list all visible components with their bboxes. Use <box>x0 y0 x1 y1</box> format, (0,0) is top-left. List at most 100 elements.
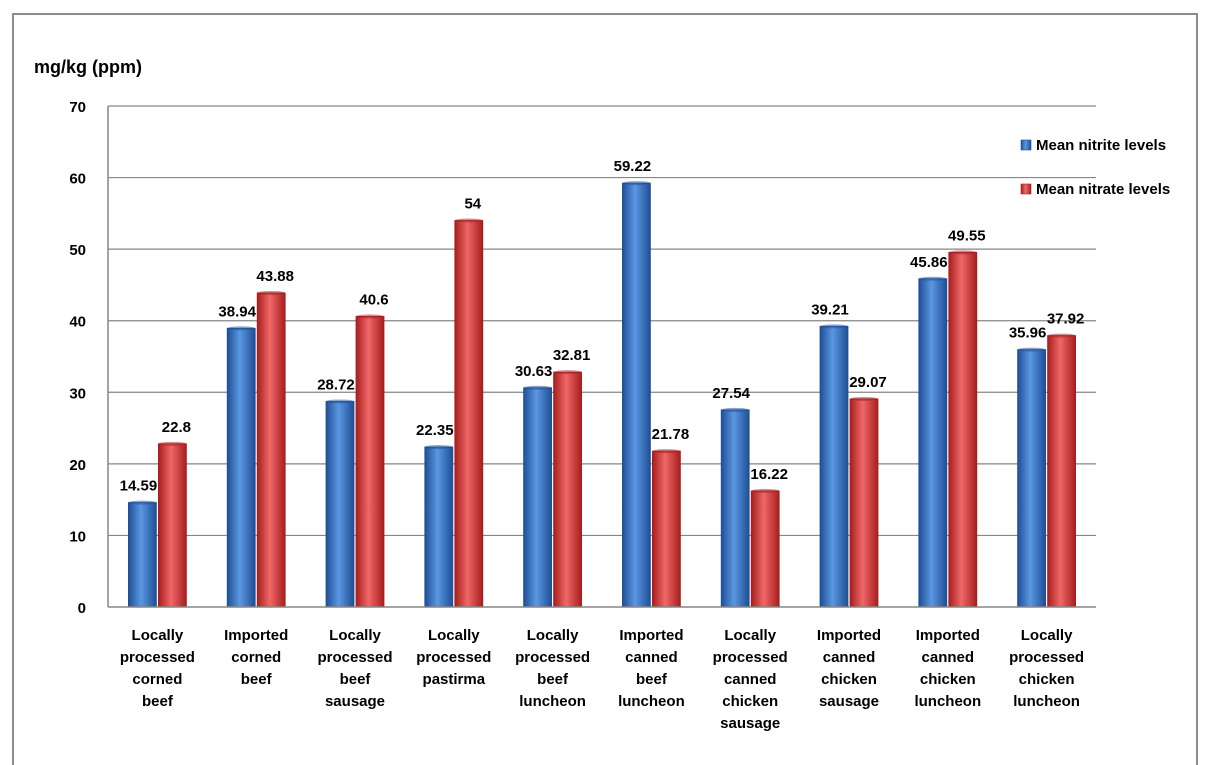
bar-nitrite <box>523 387 552 608</box>
data-label-nitrate: 21.78 <box>652 426 690 443</box>
bar-nitrate <box>355 316 385 608</box>
bar-nitrate <box>750 490 780 608</box>
data-label-nitrate: 40.6 <box>359 291 388 308</box>
bar-nitrate <box>1047 335 1076 608</box>
legend-item-nitrate: Mean nitrate levels <box>1020 181 1170 198</box>
x-axis-labels: Locally processed corned beef Imported corned… <box>120 627 1084 732</box>
bar-nitrate <box>256 292 286 608</box>
bar-cap-nitrite <box>523 385 552 390</box>
data-label-nitrite: 45.86 <box>910 254 948 271</box>
x-category-line: processed <box>120 649 195 666</box>
bar-nitrite <box>424 446 454 608</box>
bar-cap-nitrate <box>454 218 483 223</box>
bar-nitrate <box>849 398 879 608</box>
bar-cap-nitrate <box>948 250 977 255</box>
data-label-nitrate: 49.55 <box>948 227 986 244</box>
x-category-line: beef <box>142 693 174 710</box>
bar-nitrate <box>454 220 484 608</box>
x-category-line: processed <box>1009 649 1084 666</box>
bar-cap-nitrite <box>721 407 750 412</box>
bar-cap-nitrate <box>1047 333 1076 338</box>
x-category-line: chicken <box>920 671 976 688</box>
bar-cap-nitrate <box>652 449 681 454</box>
data-label-nitrate: 54 <box>464 196 481 213</box>
y-tick-label: 30 <box>69 385 86 402</box>
x-category-line: processed <box>416 649 491 666</box>
x-category-line: sausage <box>325 693 385 710</box>
bar-cap-nitrate <box>356 314 384 319</box>
data-label-nitrite: 39.21 <box>811 301 849 318</box>
chart-frame <box>12 13 1198 765</box>
data-label-nitrite: 14.59 <box>120 478 158 495</box>
data-label-nitrite: 28.72 <box>317 376 355 393</box>
bar-nitrite <box>127 502 157 608</box>
bar-nitrate <box>553 371 582 608</box>
bar-nitrate <box>652 450 681 608</box>
bar-cap-nitrite <box>128 500 157 505</box>
x-category-line: Locally <box>132 627 184 644</box>
data-label-nitrite: 30.63 <box>515 363 553 380</box>
x-category-line: corned <box>231 649 281 666</box>
y-tick-label: 70 <box>69 99 86 116</box>
data-label-nitrate: 29.07 <box>849 374 887 391</box>
bar-cap-nitrite <box>622 181 651 186</box>
x-category-line: chicken <box>722 693 778 710</box>
bar-cap-nitrate <box>553 370 582 375</box>
x-category-line: Imported <box>817 627 881 644</box>
x-category-line: luncheon <box>1013 693 1080 710</box>
y-tick-label: 0 <box>78 600 86 617</box>
data-label-nitrate: 37.92 <box>1047 311 1085 328</box>
bar-cap-nitrate <box>257 290 286 295</box>
x-category-line: luncheon <box>618 693 685 710</box>
bar-cap-nitrite <box>424 445 453 450</box>
data-label-nitrite: 35.96 <box>1009 325 1047 342</box>
y-tick-label: 60 <box>69 171 86 188</box>
legend-swatch-nitrite <box>1020 139 1032 151</box>
y-tick-label: 10 <box>69 528 86 545</box>
x-category-line: sausage <box>720 715 780 732</box>
x-category-line: Locally <box>428 627 480 644</box>
bar-cap-nitrate <box>158 441 187 446</box>
x-category-line: Locally <box>1021 627 1073 644</box>
bars <box>127 181 1076 608</box>
x-category-label: Locally processed chicken luncheon <box>1009 627 1084 710</box>
x-category-line: canned <box>625 649 678 666</box>
bar-nitrite <box>325 401 355 608</box>
data-label-nitrate: 43.88 <box>256 268 294 285</box>
x-category-label: Imported corned beef <box>224 627 288 688</box>
y-tick-label: 40 <box>69 314 86 331</box>
bar-cap-nitrite <box>227 326 256 331</box>
x-category-line: Imported <box>619 627 683 644</box>
bar-nitrite <box>622 182 651 608</box>
legend-label-nitrate: Mean nitrate levels <box>1036 181 1170 198</box>
data-labels: 14.59 22.8 38.94 43.88 28.72 40.6 22.35 54 30.63… <box>120 158 1085 494</box>
x-category-line: corned <box>132 671 182 688</box>
x-category-line: beef <box>340 671 372 688</box>
y-axis-ticks: 0 10 20 30 40 50 60 70 <box>69 99 86 617</box>
bar-cap-nitrate <box>850 396 878 401</box>
x-category-label: Imported canned chicken sausage <box>817 627 881 710</box>
x-category-line: chicken <box>1019 671 1075 688</box>
gridlines <box>108 105 1096 537</box>
bar-cap-nitrite <box>1017 347 1046 352</box>
bar-cap-nitrite <box>820 324 848 329</box>
x-category-line: sausage <box>819 693 879 710</box>
data-label-nitrite: 27.54 <box>712 385 750 402</box>
x-category-line: Imported <box>916 627 980 644</box>
x-category-line: beef <box>537 671 569 688</box>
x-category-line: canned <box>922 649 975 666</box>
y-tick-label: 20 <box>69 457 86 474</box>
data-label-nitrite: 22.35 <box>416 422 454 439</box>
x-category-line: Imported <box>224 627 288 644</box>
x-category-line: Locally <box>329 627 381 644</box>
bar-nitrite <box>720 409 750 608</box>
bar-nitrite <box>1017 349 1046 608</box>
x-category-line: beef <box>241 671 273 688</box>
data-label-nitrate: 32.81 <box>553 347 591 364</box>
bar-nitrate <box>948 251 978 608</box>
x-category-label: Locally processed corned beef <box>120 627 195 710</box>
legend: Mean nitrite levels Mean nitrate levels <box>1020 137 1170 198</box>
x-category-label: Locally processed beef sausage <box>317 627 392 710</box>
y-tick-label: 50 <box>69 242 86 259</box>
